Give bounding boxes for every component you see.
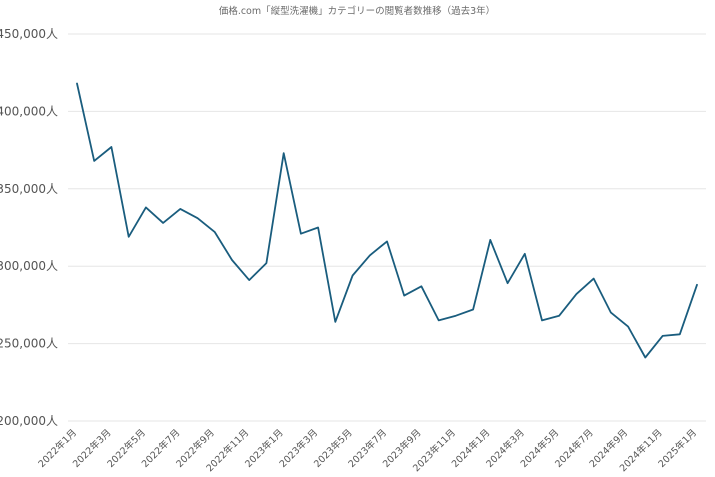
y-tick-label: 200,000人 [0, 414, 58, 428]
chart-title: 価格.com「縦型洗濯機」カテゴリーの閲覧者数推移（過去3年） [219, 5, 495, 17]
y-tick-label: 450,000人 [0, 27, 58, 41]
x-axis-ticks: 2022年1月2022年3月2022年5月2022年7月2022年9月2022年… [36, 427, 699, 475]
series-line [76, 82, 698, 359]
y-axis-ticks: 200,000人 250,000人 300,000人 350,000人 400,000人… [0, 27, 58, 428]
y-tick-label: 400,000人 [0, 104, 58, 118]
gridlines [68, 33, 706, 422]
y-tick-label: 300,000人 [0, 259, 58, 273]
y-tick-label: 350,000人 [0, 182, 58, 196]
series-layer [76, 82, 698, 359]
y-tick-label: 250,000人 [0, 337, 58, 351]
